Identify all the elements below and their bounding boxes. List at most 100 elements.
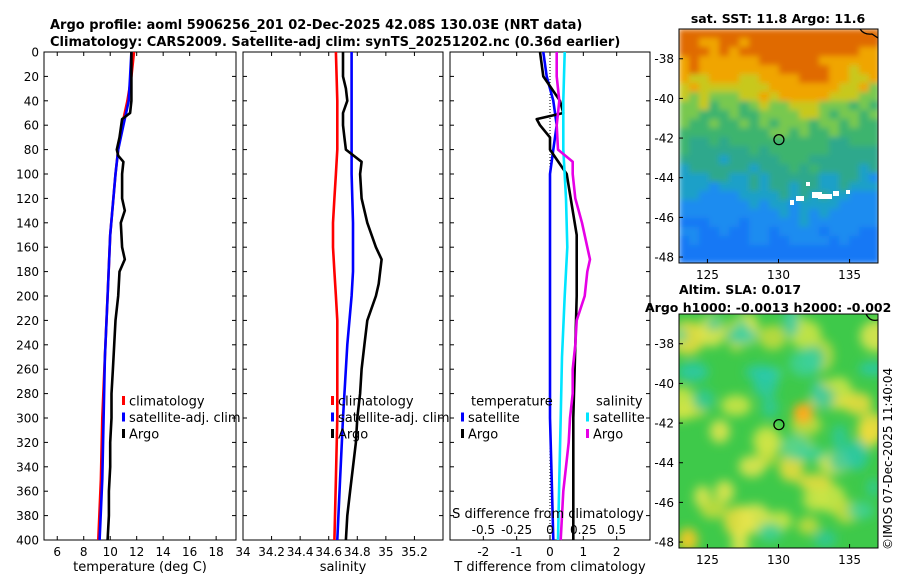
series-line-salinity-satellite [556, 51, 569, 541]
sst-cell [829, 74, 840, 84]
sst-cell [809, 128, 820, 138]
x-tick-label: 34.6 [315, 545, 342, 559]
sst-cell [869, 164, 878, 174]
sst-cell [709, 164, 720, 174]
sst-cell [759, 119, 770, 129]
sst-cell [759, 209, 770, 219]
sst-cell [779, 218, 790, 228]
series-line-satellite-adj-clim [98, 51, 133, 541]
sst-cell [769, 110, 780, 120]
sst-cell [869, 47, 878, 57]
sst-cell [699, 146, 710, 156]
sla-peak-anomaly [793, 403, 813, 423]
sst-cell [729, 74, 740, 84]
sst-cell [689, 56, 700, 66]
sst-cell [829, 110, 840, 120]
sla-high-anomaly [709, 419, 730, 444]
sst-cell [839, 47, 850, 57]
sst-cell [829, 92, 840, 102]
sst-cell [759, 38, 770, 48]
sst-cell [739, 200, 750, 210]
y-tick-label: 120 [16, 192, 39, 206]
sst-cell [679, 101, 690, 111]
sst-cell [809, 29, 820, 39]
sla-low-anomaly [844, 439, 869, 471]
sla-map-title: Altim. SLA: 0.017 [679, 282, 801, 297]
x-tick-label: 34 [235, 545, 250, 559]
sst-cell [729, 38, 740, 48]
y-tick-label: 160 [16, 241, 39, 255]
sst-cell [679, 182, 690, 192]
sst-cell [679, 74, 690, 84]
x-tick-label: 14 [156, 545, 171, 559]
sst-cell [759, 65, 770, 75]
sst-cell [769, 128, 780, 138]
map-y-tick-label: -38 [654, 337, 674, 351]
sst-cell [869, 173, 878, 183]
sst-cell [829, 128, 840, 138]
map-y-tick-label: -46 [654, 211, 674, 225]
legend-swatch [331, 429, 334, 438]
sst-cell [689, 101, 700, 111]
sla-high-anomaly [797, 516, 820, 535]
sst-cell [699, 92, 710, 102]
sst-cell [849, 119, 860, 129]
sst-cell [829, 245, 840, 255]
sst-cell [829, 83, 840, 93]
sst-cell [829, 38, 840, 48]
sst-cell [849, 74, 860, 84]
sst-map-axes: 125 130 135 -38 -40 -42 -44 -46 -48 [654, 52, 861, 282]
x-tick-label: 8 [80, 545, 88, 559]
salinity-difference-tick-label: 0 [546, 523, 554, 537]
sst-cell [859, 209, 870, 219]
sst-cell [719, 101, 730, 111]
y-tick-label: 80 [24, 143, 39, 157]
sst-cell [809, 155, 820, 165]
sst-cell [719, 146, 730, 156]
sst-cell [739, 164, 750, 174]
sst-cell [759, 236, 770, 246]
plot-frame [43, 51, 237, 541]
sst-cell [699, 83, 710, 93]
sst-cell [709, 173, 720, 183]
sst-cell [699, 119, 710, 129]
sst-cell [839, 227, 850, 237]
sst-cell [859, 29, 870, 39]
sst-cell [689, 47, 700, 57]
sst-cell [789, 92, 800, 102]
sst-cell [819, 29, 830, 39]
sst-cell [679, 254, 690, 263]
sst-cell [679, 83, 690, 93]
sst-cell [719, 182, 730, 192]
sst-cell [789, 65, 800, 75]
sst-cell [739, 128, 750, 138]
map-y-tick-label: -42 [654, 417, 674, 431]
sst-cell [689, 146, 700, 156]
sst-cell [739, 119, 750, 129]
sst-cell [809, 119, 820, 129]
sst-cell [809, 164, 820, 174]
sst-cell [739, 227, 750, 237]
sst-cell [869, 92, 878, 102]
sst-cell [679, 56, 690, 66]
sla-high-anomaly [857, 412, 878, 443]
sst-cell [749, 254, 760, 263]
sla-low-anomaly [692, 388, 715, 411]
sst-cell [859, 245, 870, 255]
sst-cell [759, 92, 770, 102]
sst-cell [719, 137, 730, 147]
sst-cell [719, 200, 730, 210]
sst-cell [789, 29, 800, 39]
sst-cell [819, 101, 830, 111]
sst-cell [689, 74, 700, 84]
sst-cell [789, 236, 800, 246]
sst-cell [809, 146, 820, 156]
sla-low-anomaly [783, 314, 800, 338]
sst-cell [759, 173, 770, 183]
x-axis-label: temperature (deg C) [73, 560, 207, 575]
sst-cell [699, 200, 710, 210]
sst-cell [869, 137, 878, 147]
sla-high-anomaly [752, 426, 781, 456]
legend-swatch [122, 412, 125, 422]
